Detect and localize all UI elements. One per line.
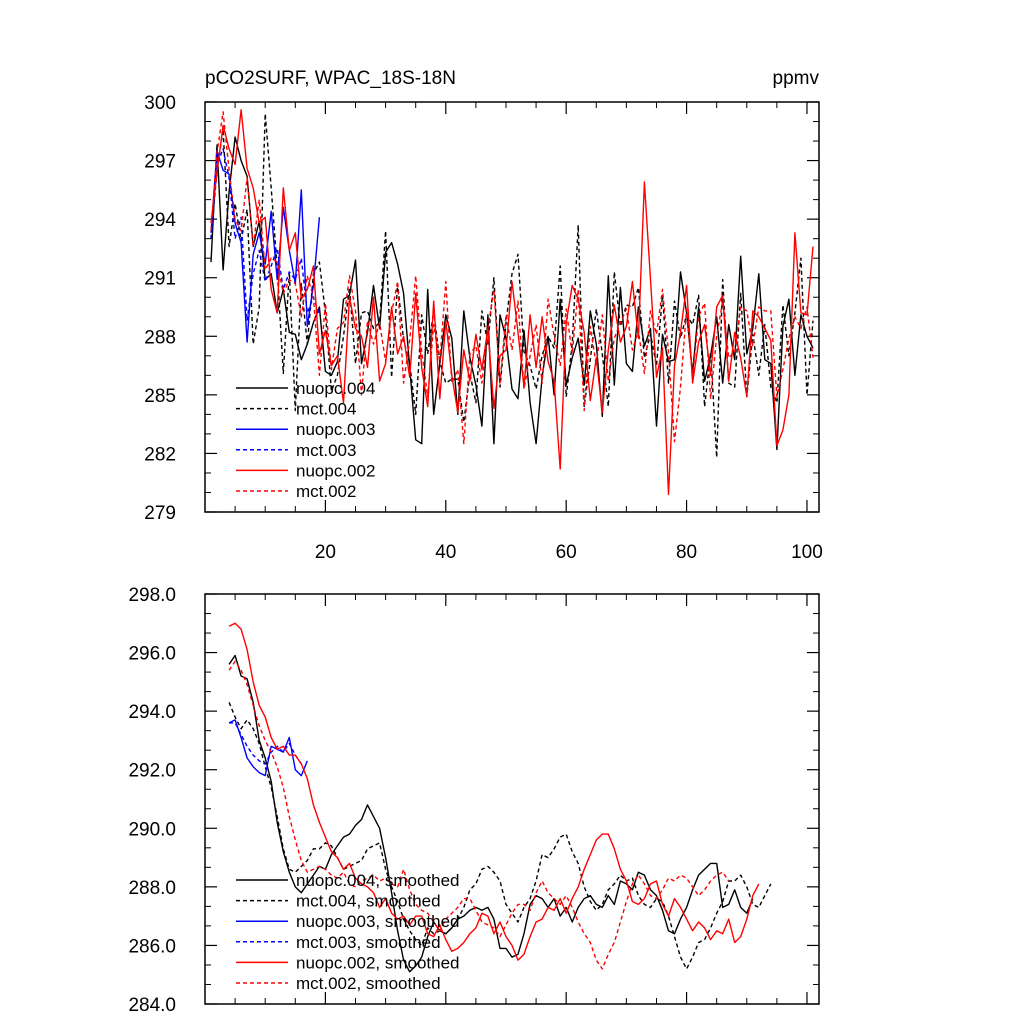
y-tick-label: 290.0 [128,819,176,840]
legend-label: mct.003, smoothed [296,933,441,952]
top-lines [210,109,814,496]
y-tick-label: 286.0 [128,936,176,957]
x-tick-label: 80 [676,542,697,563]
y-tick-label: 288 [144,327,176,348]
top-units: ppmv [773,68,820,89]
legend-label: nuopc.003 [296,420,375,439]
legend-label: mct.003 [296,441,356,460]
series-line-mct-002 [210,111,814,445]
series-line-nuopc-003 [210,150,321,343]
legend-label: mct.004 [296,400,356,419]
y-tick-label: 292.0 [128,761,176,782]
bottom-lines [228,622,772,973]
top-title: pCO2SURF, WPAC_18S-18N [205,68,456,89]
y-tick-label: 291 [144,269,176,290]
legend-label: nuopc.002 [296,461,375,480]
top-panel: pCO2SURF, WPAC_18S-18N ppmv 279 282 285 288… [144,68,823,563]
series-line-nuopc-002 [210,109,814,496]
series-line-mct-004 [210,112,814,458]
legend-label: nuopc.004, smoothed [296,871,460,890]
y-tick-label: 285 [144,386,176,407]
y-tick-label: 284.0 [128,995,176,1016]
y-tick-label: 297 [144,152,176,173]
x-tick-label: 60 [556,542,577,563]
top-plot-frame [204,101,820,513]
y-tick-label: 279 [144,503,176,524]
series-line-nuopc-003-smoothed [228,719,308,777]
top-ticks: 279 282 285 288 291 294 297 300 20 40 60 80 100 [144,93,823,563]
legend-label: nuopc.004 [296,379,375,398]
legend-label: mct.002, smoothed [296,974,441,993]
series-line-mct-002-smoothed [228,660,730,970]
y-tick-label: 300 [144,93,176,114]
x-tick-label: 40 [435,542,456,563]
y-tick-label: 298.0 [128,585,176,606]
x-tick-label: 20 [315,542,336,563]
legend-label: mct.002 [296,482,356,501]
y-tick-label: 296.0 [128,644,176,665]
series-line-nuopc-002-smoothed [228,622,760,961]
bottom-ticks: 284.0 286.0 288.0 290.0 292.0 294.0 296.0 298.0 [128,585,819,1016]
series-line-mct-003 [210,148,321,322]
legend-label: nuopc.003, smoothed [296,912,460,931]
series-line-nuopc-004-smoothed [228,654,754,973]
series-line-mct-004-smoothed [228,702,772,970]
bottom-plot-frame [204,593,820,1005]
y-tick-label: 282 [144,444,176,465]
y-tick-label: 294 [144,210,176,231]
bottom-panel: 284.0 286.0 288.0 290.0 292.0 294.0 296.0 298.0… [128,585,820,1016]
legend-label: nuopc.002, smoothed [296,953,460,972]
series-line-nuopc-004 [210,136,814,451]
series-group [228,622,772,973]
y-tick-label: 288.0 [128,878,176,899]
x-tick-label: 100 [791,542,823,563]
legend-label: mct.004, smoothed [296,892,441,911]
series-line-mct-003-smoothed [229,722,302,765]
series-group [210,109,814,496]
y-tick-label: 294.0 [128,702,176,723]
